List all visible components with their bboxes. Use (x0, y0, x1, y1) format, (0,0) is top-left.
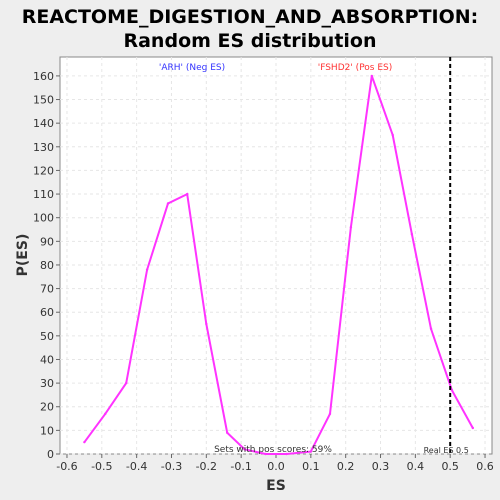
data-point (471, 426, 475, 430)
y-tick-label: 80 (40, 259, 54, 272)
data-point (429, 327, 433, 330)
data-point (124, 381, 128, 385)
y-axis-ticks: 0 10 20 30 40 50 60 70 80 90 100 110 120 130 140 150 160 (33, 70, 60, 461)
data-point (285, 452, 288, 456)
x-axis-ticks: -0.6 -0.5 -0.4 -0.3 -0.2 -0.1 0.0 0.1 0.2 0.3 0.4 0… (56, 454, 494, 473)
x-tick-label: -0.4 (126, 460, 147, 473)
x-tick-label: -0.3 (161, 460, 182, 473)
chart-subtitle: Random ES distribution (123, 30, 376, 52)
y-tick-label: 130 (33, 141, 54, 154)
series-points (83, 74, 475, 456)
y-tick-label: 100 (33, 212, 54, 225)
x-axis-label: ES (266, 478, 286, 494)
chart-title: REACTOME_DIGESTION_AND_ABSORPTION: (22, 6, 479, 28)
x-tick-label: 0.5 (441, 460, 459, 473)
y-tick-label: 110 (33, 188, 54, 201)
y-tick-label: 60 (40, 306, 54, 319)
x-tick-label: -0.1 (230, 460, 251, 473)
x-tick-label: -0.5 (91, 460, 112, 473)
x-tick-label: 0.1 (302, 460, 320, 473)
data-point (205, 322, 208, 326)
y-tick-label: 150 (33, 94, 54, 107)
real-es-label: Real ES 0.5 (424, 446, 469, 455)
x-tick-label: 0.6 (476, 460, 494, 473)
x-tick-label: 0.0 (267, 460, 285, 473)
x-tick-label: 0.3 (372, 460, 390, 473)
data-point (145, 268, 149, 271)
y-tick-label: 160 (33, 70, 54, 83)
data-point (226, 431, 229, 434)
neg-es-label: 'ARH' (Neg ES) (159, 63, 225, 73)
y-tick-label: 90 (40, 235, 54, 248)
y-tick-label: 0 (47, 448, 54, 461)
data-point (328, 412, 332, 416)
data-point (410, 233, 414, 236)
grid-lines (60, 57, 492, 455)
data-point (370, 74, 374, 78)
x-tick-label: -0.2 (196, 460, 217, 473)
data-point (185, 192, 189, 196)
y-tick-label: 50 (40, 330, 54, 343)
y-tick-label: 20 (40, 401, 54, 414)
pos-es-label: 'FSHD2' (Pos ES) (318, 63, 393, 73)
y-tick-label: 10 (40, 424, 54, 437)
data-point (349, 225, 353, 229)
y-axis-label: P(ES) (15, 234, 31, 277)
pos-scores-label: Sets with pos scores: 59% (214, 445, 332, 455)
series-line (83, 75, 474, 455)
data-point (83, 440, 86, 444)
x-tick-label: 0.2 (337, 460, 355, 473)
data-point (309, 450, 313, 453)
y-tick-label: 120 (33, 164, 54, 177)
y-tick-label: 40 (40, 353, 54, 366)
data-point (166, 202, 170, 205)
x-tick-label: -0.6 (56, 460, 77, 473)
data-point (104, 412, 107, 416)
data-point (391, 133, 394, 137)
data-point (243, 448, 246, 451)
data-point (450, 388, 454, 392)
y-tick-label: 30 (40, 377, 54, 390)
y-tick-label: 70 (40, 283, 54, 296)
x-tick-label: 0.4 (407, 460, 425, 473)
data-point (264, 452, 267, 456)
y-tick-label: 140 (33, 117, 54, 130)
